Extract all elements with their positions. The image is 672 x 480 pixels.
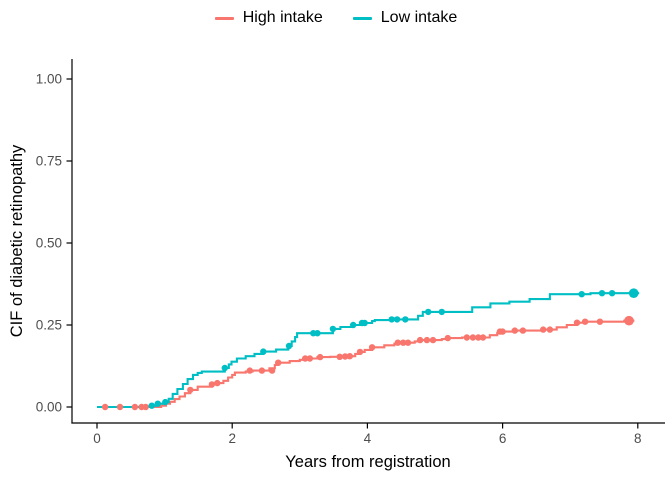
censor-dot — [388, 316, 395, 323]
x-tick-label: 2 — [228, 431, 236, 446]
x-axis-title: Years from registration — [285, 453, 450, 471]
censor-dot — [573, 319, 581, 326]
censor-dot — [336, 353, 343, 360]
y-tick-label: 1.00 — [36, 72, 62, 87]
censor-dot — [246, 367, 253, 374]
censor-dot — [596, 318, 604, 325]
censor-dot — [402, 316, 409, 323]
censor-dot — [475, 334, 482, 341]
censor-dot — [162, 398, 169, 406]
y-axis-title: CIF of diabetic retinopathy — [8, 144, 26, 337]
censor-dot — [346, 353, 353, 360]
censor-dot — [598, 290, 606, 297]
censor-dot — [148, 402, 155, 409]
censor-dot — [116, 403, 124, 411]
censor-dot — [314, 330, 321, 337]
censor-dot — [540, 326, 547, 333]
censor-dot — [260, 348, 267, 355]
censor-dot — [214, 379, 221, 387]
legend-item-low-intake: Low intake — [352, 9, 458, 26]
censor-dot — [302, 355, 309, 362]
censor-dot — [400, 339, 407, 346]
censor-dot — [608, 290, 616, 297]
censor-dot — [329, 325, 337, 333]
censor-marks — [101, 288, 639, 411]
censor-dot — [268, 367, 276, 374]
censor-dot — [361, 319, 368, 327]
censor-dot — [425, 308, 432, 316]
y-tick-label: 0.00 — [36, 400, 62, 415]
high-intake-line-swatch — [214, 16, 234, 20]
censor-dot — [316, 353, 324, 361]
censor-dot — [479, 334, 487, 341]
censor-dot — [393, 316, 401, 323]
low-intake-line-swatch — [352, 16, 372, 20]
censor-dot — [511, 327, 518, 334]
y-tick-label: 0.25 — [36, 318, 62, 333]
censor-dot — [368, 344, 376, 351]
censor-dot — [416, 336, 424, 344]
x-tick-label: 0 — [93, 431, 101, 446]
censor-dot — [221, 364, 228, 372]
censor-dot — [438, 308, 445, 316]
censor-dot — [444, 334, 451, 342]
censor-dot — [469, 334, 477, 341]
censor-marks-high-intake — [101, 315, 634, 411]
end-dot-high-intake — [624, 315, 634, 326]
legend: High intake Low intake — [0, 10, 672, 26]
censor-marks-low-intake — [148, 288, 639, 409]
legend-label-low-intake: Low intake — [380, 9, 458, 26]
x-tick-label: 4 — [364, 431, 372, 446]
censor-dot — [423, 336, 431, 344]
legend-label-high-intake: High intake — [242, 9, 323, 26]
x-tick-label: 8 — [634, 431, 642, 446]
censor-dot — [499, 328, 506, 335]
end-dot-low-intake — [628, 288, 639, 299]
censor-dot — [350, 321, 357, 329]
y-tick-label: 0.50 — [36, 236, 62, 251]
x-tick-label: 6 — [499, 431, 507, 446]
censor-dot — [142, 403, 149, 411]
legend-item-high-intake: High intake — [214, 9, 323, 26]
censor-dot — [306, 355, 314, 362]
censor-dot — [463, 334, 470, 341]
censor-dot — [208, 381, 216, 388]
censor-dot — [404, 339, 412, 346]
censor-dot — [275, 359, 282, 366]
censor-dot — [356, 348, 364, 356]
censor-dot — [581, 318, 589, 325]
censor-dot — [154, 400, 161, 407]
censor-dot — [394, 339, 401, 346]
censor-dot — [285, 342, 293, 350]
censor-dot — [546, 326, 554, 333]
censor-dot — [187, 386, 194, 394]
series-lines — [97, 292, 640, 409]
censor-dot — [131, 403, 139, 411]
censor-dot — [519, 327, 527, 334]
censor-dot — [258, 367, 266, 374]
censor-dot — [341, 353, 349, 360]
censor-dot — [101, 403, 109, 411]
censor-dot — [429, 336, 437, 344]
censor-dot — [578, 291, 585, 298]
y-tick-label: 0.75 — [36, 154, 62, 169]
axes: 0.00 0.25 0.50 0.75 1.00 0 2 4 6 8 — [36, 59, 665, 446]
